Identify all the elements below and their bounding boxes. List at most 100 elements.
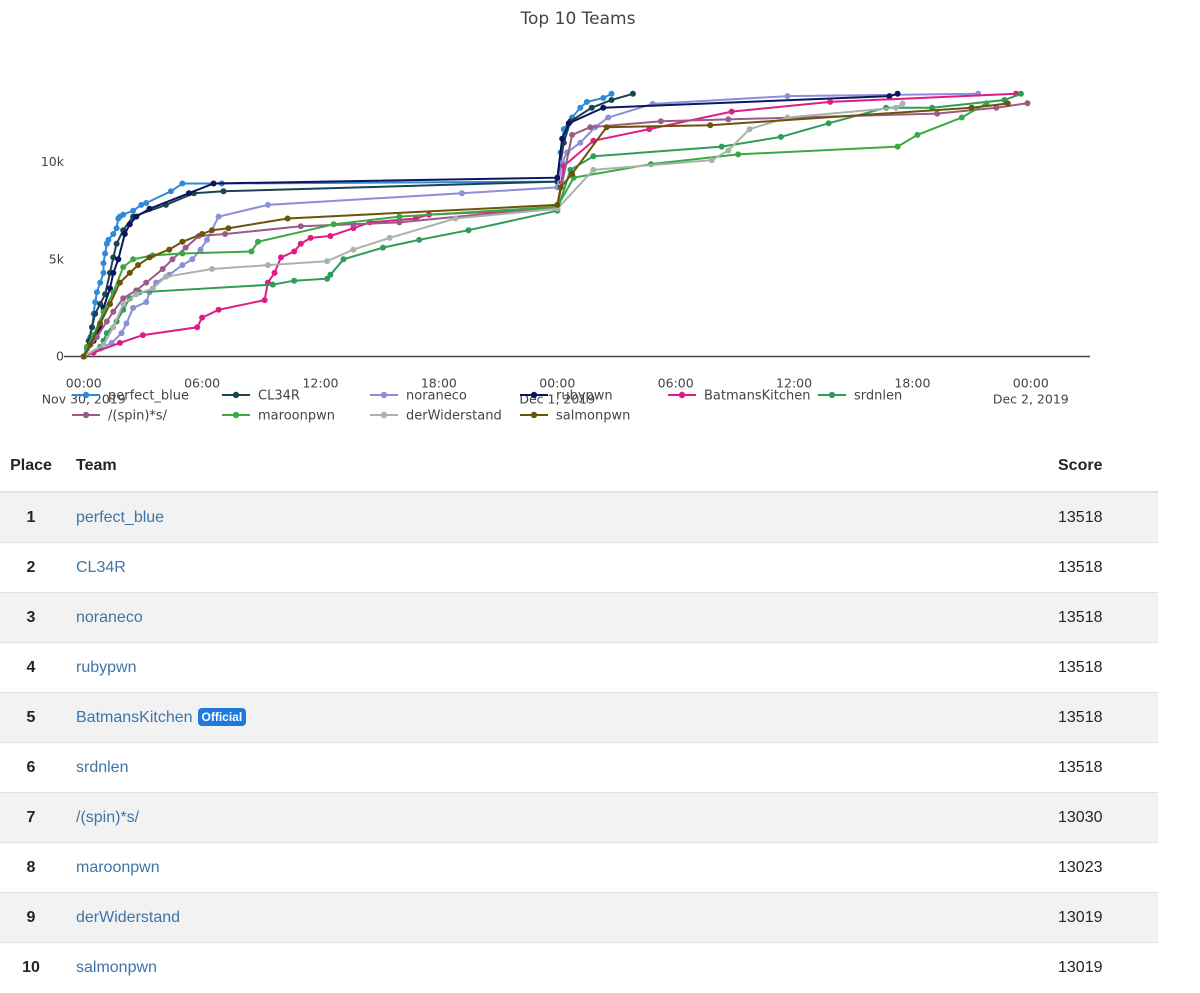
team-link[interactable]: /(spin)*s/ xyxy=(76,808,140,826)
score-cell: 13019 xyxy=(1058,942,1158,992)
data-point xyxy=(396,213,403,220)
data-point xyxy=(89,324,95,331)
data-point xyxy=(80,353,87,360)
table-row: 8 maroonpwn 13023 xyxy=(0,842,1158,893)
team-cell: perfect_blue xyxy=(62,491,1058,543)
header-team[interactable]: Team xyxy=(62,441,1058,493)
legend-item[interactable]: noraneco xyxy=(370,389,467,404)
team-cell: maroonpwn xyxy=(62,842,1058,893)
legend-item[interactable]: maroonpwn xyxy=(222,409,335,424)
data-point xyxy=(386,234,393,241)
place-cell: 1 xyxy=(0,491,62,543)
data-point xyxy=(271,269,278,276)
series-line xyxy=(83,92,979,358)
y-tick-label: 5k xyxy=(49,251,65,266)
legend-swatch-marker xyxy=(232,411,240,419)
data-point xyxy=(102,250,109,257)
x-tick-label: 12:00 xyxy=(776,375,812,390)
team-link[interactable]: rubypwn xyxy=(76,658,137,676)
legend-item[interactable]: /(spin)*s/ xyxy=(72,409,168,424)
data-point xyxy=(827,98,834,105)
data-point xyxy=(143,299,150,306)
score-cell: 13518 xyxy=(1058,642,1158,693)
team-link[interactable]: salmonpwn xyxy=(76,958,157,976)
team-link[interactable]: BatmansKitchen xyxy=(76,709,193,726)
data-point xyxy=(110,324,117,331)
series-derwiderstand xyxy=(80,100,906,360)
data-point xyxy=(554,201,561,208)
data-point xyxy=(608,97,615,103)
legend-item[interactable]: rubypwn xyxy=(520,389,613,404)
legend[interactable]: perfect_blue CL34R noraneco rubypwn BatmansK… xyxy=(72,389,902,424)
official-badge: Official xyxy=(197,708,247,726)
legend-item[interactable]: BatmansKitchen xyxy=(668,389,810,404)
data-point xyxy=(284,215,291,222)
legend-swatch-marker xyxy=(232,391,240,399)
data-point xyxy=(166,246,173,253)
x-tick-label: 00:00 Dec 2, 2019 xyxy=(993,375,1069,406)
data-point xyxy=(130,256,137,263)
data-point xyxy=(209,227,215,234)
data-point xyxy=(777,133,784,140)
legend-item[interactable]: derWiderstand xyxy=(370,409,502,424)
legend-swatch-marker xyxy=(530,411,538,419)
legend-item[interactable]: srdnlen xyxy=(818,389,902,404)
data-point xyxy=(899,100,906,107)
header-place[interactable]: Place xyxy=(0,441,62,493)
data-point xyxy=(1024,100,1031,107)
data-point xyxy=(194,324,201,331)
table-row: 5 BatmansKitchen Official 13518 xyxy=(0,692,1158,743)
team-cell: derWiderstand xyxy=(62,892,1058,943)
legend-item[interactable]: CL34R xyxy=(222,389,300,404)
score-cell: 13030 xyxy=(1058,792,1158,843)
data-point xyxy=(264,262,271,269)
data-point xyxy=(92,310,99,317)
data-point xyxy=(113,225,120,232)
header-score[interactable]: Score xyxy=(1058,441,1158,493)
data-point xyxy=(133,213,140,220)
data-point xyxy=(118,330,125,337)
table-row: 2 CL34R 13518 xyxy=(0,542,1158,593)
legend-item[interactable]: perfect_blue xyxy=(72,389,189,404)
data-point xyxy=(886,93,893,100)
team-link[interactable]: perfect_blue xyxy=(76,508,165,526)
team-link[interactable]: srdnlen xyxy=(76,758,129,776)
place-cell: 3 xyxy=(0,592,62,643)
data-point xyxy=(735,151,742,158)
data-point xyxy=(146,205,153,212)
data-point xyxy=(718,143,725,150)
data-point xyxy=(554,174,561,181)
chart-title: Top 10 Teams xyxy=(520,9,636,29)
data-point xyxy=(133,291,140,298)
data-point xyxy=(728,108,735,115)
data-point xyxy=(291,277,298,284)
legend-item[interactable]: salmonpwn xyxy=(520,409,630,424)
legend-label: noraneco xyxy=(406,389,467,404)
data-point xyxy=(565,120,572,127)
team-link[interactable]: noraneco xyxy=(76,608,143,626)
data-point xyxy=(914,131,921,138)
team-link[interactable]: maroonpwn xyxy=(76,858,160,876)
data-point xyxy=(993,104,1000,111)
data-point xyxy=(116,279,123,286)
series-line xyxy=(82,102,1008,357)
data-point xyxy=(324,258,331,265)
data-point xyxy=(199,314,206,321)
data-point xyxy=(113,240,120,247)
data-point xyxy=(130,207,137,214)
legend-swatch-marker xyxy=(82,391,90,399)
legend-swatch-marker xyxy=(380,391,388,399)
score-cell: 13518 xyxy=(1058,692,1158,743)
data-point xyxy=(657,118,664,125)
team-link[interactable]: CL34R xyxy=(76,558,126,576)
data-point xyxy=(264,201,271,208)
x-tick-label: 06:00 xyxy=(184,375,220,390)
data-point xyxy=(120,295,127,302)
data-point xyxy=(577,139,584,146)
legend-swatch-marker xyxy=(828,391,836,399)
data-point xyxy=(100,260,107,267)
data-point xyxy=(146,254,153,261)
data-point xyxy=(110,231,117,237)
team-link[interactable]: derWiderstand xyxy=(76,908,181,926)
legend-label: derWiderstand xyxy=(406,409,502,424)
